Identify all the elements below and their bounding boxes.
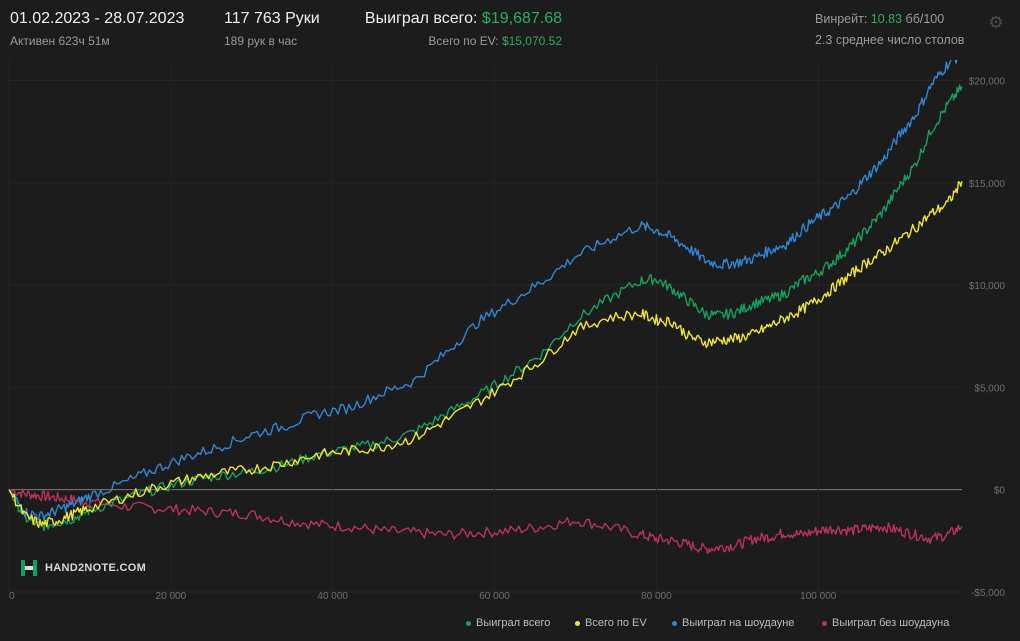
winrate-stat: Винрейт: 10.83 бб/100 [815, 12, 964, 26]
legend-label-won-total: Выиграл всего [476, 617, 551, 629]
legend-label-ev: Всего по EV [585, 617, 647, 629]
avg-tables: 2.3 среднее число столов [815, 33, 965, 47]
winrate-block: Винрейт: 10.83 бб/100 2.3 среднее число … [815, 12, 964, 47]
date-range-block: 01.02.2023 - 28.07.2023 Активен 623ч 51м [10, 10, 184, 48]
legend-item-won-total[interactable]: Выиграл всего [466, 617, 550, 629]
y-tick-label: $20,000 [969, 76, 1006, 87]
legend-dot-non-showdown [822, 620, 827, 626]
hands-block: 117 763 Руки 189 рук в час [224, 10, 320, 48]
date-range[interactable]: 01.02.2023 - 28.07.2023 [10, 10, 185, 27]
winrate-unit: бб/100 [902, 12, 945, 26]
y-tick-label: $0 [994, 486, 1006, 497]
series-line-won-total [8, 84, 963, 532]
x-tick-label: 60 000 [479, 591, 510, 602]
won-total-value: $19,687.68 [481, 10, 562, 27]
ev-total-stat: Всего по EV: $15,070.52 [365, 34, 562, 48]
legend-item-ev[interactable]: Всего по EV [575, 617, 647, 629]
legend-dot-showdown [672, 620, 677, 626]
legend-dot-won-total [466, 620, 471, 626]
chart-series [8, 60, 963, 555]
x-tick-label: 100 000 [800, 591, 837, 602]
hand2note-brand: HAND2NOTE.COM [19, 557, 146, 579]
chart-grid [8, 60, 962, 593]
gear-icon[interactable]: ⚙ [988, 13, 1004, 32]
chart-legend: Выиграл всего Всего по EV Выиграл на шоу… [0, 617, 1020, 633]
x-tick-label: 0 [9, 591, 15, 602]
legend-item-showdown[interactable]: Выиграл на шоудауне [672, 617, 794, 629]
stats-header: 01.02.2023 - 28.07.2023 Активен 623ч 51м… [0, 0, 1020, 60]
y-tick-label: $5,000 [974, 383, 1005, 394]
series-line-ev [8, 181, 963, 528]
series-line-showdown [8, 60, 958, 522]
y-tick-label: -$5,000 [971, 588, 1005, 599]
hands-per-hour: 189 рук в час [224, 34, 298, 48]
hands-count: 117 763 Руки [224, 10, 320, 27]
winrate-value: 10.83 [870, 12, 903, 26]
y-tick-label: $10,000 [969, 281, 1006, 292]
legend-label-showdown: Выиграл на шоудауне [682, 617, 795, 629]
active-time: Активен 623ч 51м [10, 34, 110, 48]
x-tick-label: 80 000 [641, 591, 672, 602]
won-total-stat: Выиграл всего: $19,687.68 [365, 10, 562, 28]
ev-total-label: Всего по EV: [428, 34, 502, 48]
won-total-label: Выиграл всего: [364, 10, 482, 27]
x-tick-label: 40 000 [317, 591, 348, 602]
profit-graph: -$5,000 $0 $5,000 $10,000 $15,000 $20,000 0 20… [8, 60, 1006, 602]
y-axis-labels: -$5,000 $0 $5,000 $10,000 $15,000 $20,000 [969, 76, 1006, 599]
y-tick-label: $15,000 [969, 179, 1006, 190]
legend-item-non-showdown[interactable]: Выиграл без шоудауна [822, 617, 949, 629]
series-line-non-showdown [8, 488, 963, 555]
winrate-label: Винрейт: [815, 12, 871, 26]
winnings-block: Выиграл всего: $19,687.68 Всего по EV: $… [365, 10, 562, 48]
x-tick-label: 20 000 [156, 591, 187, 602]
legend-dot-ev [575, 620, 580, 626]
brand-text: HAND2NOTE.COM [45, 562, 147, 574]
hand2note-logo-icon [21, 560, 37, 576]
legend-label-non-showdown: Выиграл без шоудауна [832, 617, 950, 629]
ev-total-value: $15,070.52 [501, 34, 562, 48]
x-axis-labels: 0 20 000 40 000 60 000 80 000 100 000 [9, 591, 837, 602]
